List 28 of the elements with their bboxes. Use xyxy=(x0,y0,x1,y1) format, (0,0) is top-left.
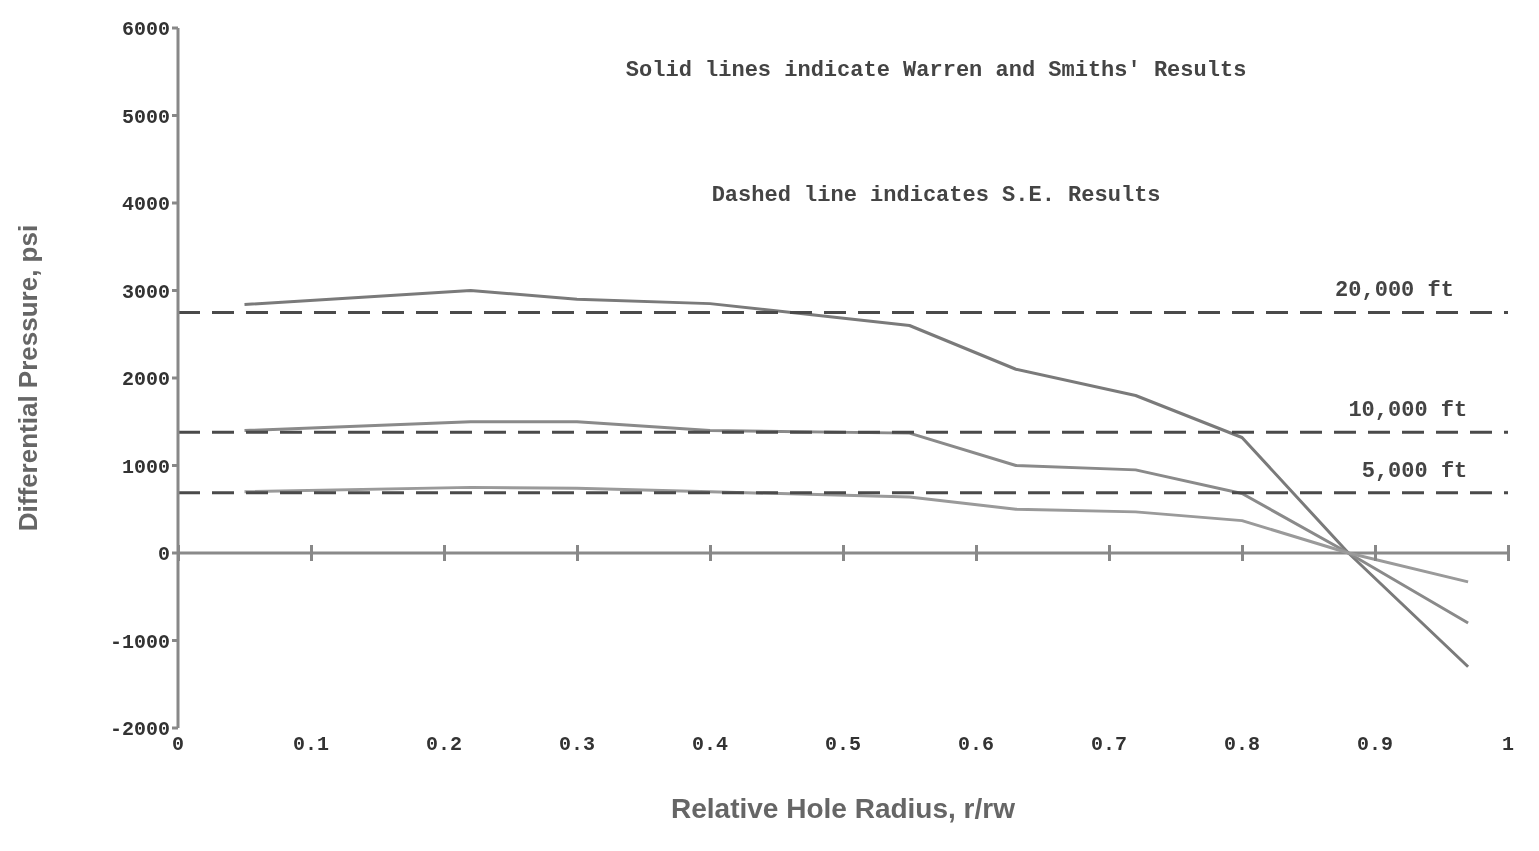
y-tick-label: 2000 xyxy=(121,368,170,392)
x-tick-label: 1 xyxy=(1501,733,1515,757)
annotation: Dashed line indicates S.E. Results xyxy=(710,183,1162,208)
x-tick-label: 0.3 xyxy=(558,733,596,757)
y-tick-label: 5000 xyxy=(121,105,170,129)
x-tick-label: 0.4 xyxy=(691,733,729,757)
x-tick-label: 0.5 xyxy=(824,733,862,757)
y-tick-label: 6000 xyxy=(121,18,170,42)
annotation: 5,000 ft xyxy=(1361,458,1468,484)
line-series xyxy=(243,485,1470,584)
annotation: 20,000 ft xyxy=(1335,278,1454,304)
y-tick-label: -1000 xyxy=(109,630,170,654)
y-tick-label: 1000 xyxy=(121,455,170,479)
x-tick-label: 0 xyxy=(171,733,185,757)
x-tick-label: 0.2 xyxy=(425,733,463,757)
x-tick-label: 0.8 xyxy=(1223,733,1261,757)
x-tick-label: 0.7 xyxy=(1090,733,1128,757)
y-tick-label: -2000 xyxy=(109,718,170,742)
y-tick-label: 0 xyxy=(157,543,170,567)
annotation: Solid lines indicate Warren and Smiths' Results xyxy=(624,58,1248,83)
annotation: 10,000 ft xyxy=(1348,398,1468,424)
x-tick-label: 0.9 xyxy=(1356,733,1394,757)
y-axis-title: Differential Pressure, psi xyxy=(13,224,44,532)
y-tick-label: 3000 xyxy=(121,280,170,304)
x-axis-title: Relative Hole Radius, r/rw xyxy=(671,793,1016,824)
x-tick-label: 0.6 xyxy=(957,733,995,757)
y-tick-label: 4000 xyxy=(121,193,170,217)
x-tick-label: 0.1 xyxy=(292,733,330,757)
